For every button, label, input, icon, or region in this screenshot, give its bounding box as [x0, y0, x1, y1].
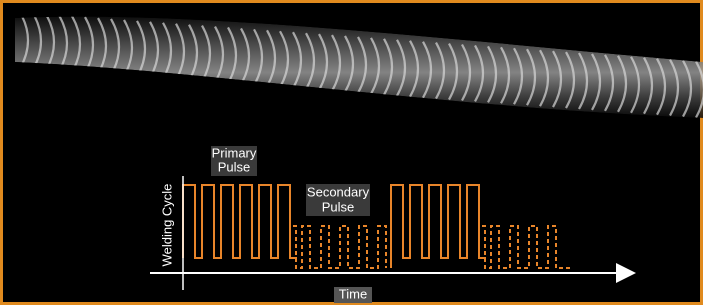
- diagram: Primary Pulse Secondary Pulse Welding Cy…: [0, 0, 703, 305]
- y-axis-label: Welding Cycle: [159, 184, 174, 267]
- primary-label: Primary: [212, 145, 257, 160]
- secondary-label: Secondary: [307, 184, 370, 199]
- x-axis-label: Time: [339, 286, 367, 301]
- secondary-label: Pulse: [322, 199, 355, 214]
- primary-label: Pulse: [218, 159, 251, 174]
- page: Primary Pulse Secondary Pulse Welding Cy…: [0, 0, 703, 305]
